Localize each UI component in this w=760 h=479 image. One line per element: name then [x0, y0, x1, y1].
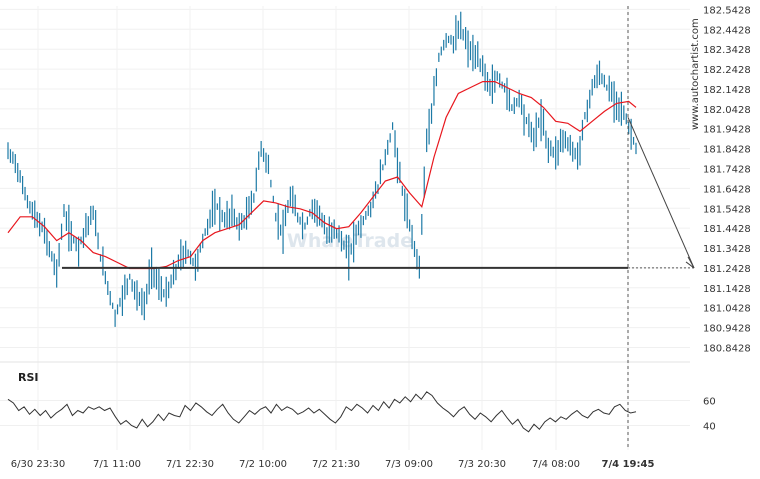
y-tick-label: 182.2428: [703, 65, 751, 76]
moving-average-line: [7, 81, 637, 270]
projection-arrowhead: [685, 256, 695, 269]
x-tick-label: 7/3 20:30: [458, 459, 506, 470]
y-tick-label: 182.0428: [703, 105, 751, 116]
y-axis-ticks: 182.5428 182.4428 182.3428 182.2428 182.1428…: [703, 5, 751, 354]
x-tick-label: 6/30 23:30: [11, 459, 65, 470]
rsi-tick-label: 40: [703, 422, 716, 433]
x-tick-label: 7/4 08:00: [532, 459, 580, 470]
y-tick-label: 182.5428: [703, 5, 751, 16]
x-tick-label: 7/1 22:30: [166, 459, 214, 470]
rsi-tick-label: 60: [703, 397, 716, 408]
y-tick-label: 180.9428: [703, 324, 751, 335]
y-tick-label: 182.1428: [703, 85, 751, 96]
y-tick-label: 181.1428: [703, 284, 751, 295]
x-tick-label: 7/2 21:30: [312, 459, 360, 470]
y-tick-label: 181.8428: [703, 145, 751, 156]
x-tick-label: 7/1 11:00: [93, 459, 141, 470]
x-tick-label: 7/2 10:00: [239, 459, 287, 470]
projection-arrow: [627, 117, 695, 269]
rsi-line: [7, 391, 637, 433]
y-tick-label: 181.0428: [703, 304, 751, 315]
site-label: www.autochartist.com: [690, 18, 701, 130]
y-tick-label: 181.5428: [703, 204, 751, 215]
y-tick-label: 180.8428: [703, 343, 751, 354]
y-tick-label: 181.7428: [703, 165, 751, 176]
x-tick-label: 7/3 09:00: [385, 459, 433, 470]
x-tick-label: 7/4 19:45: [602, 459, 655, 470]
y-tick-label: 181.6428: [703, 184, 751, 195]
rsi-label: RSI: [18, 371, 39, 384]
y-tick-label: 181.9428: [703, 125, 751, 136]
rsi-axis-ticks: 60 40: [703, 397, 716, 433]
y-tick-label: 181.4428: [703, 224, 751, 235]
y-tick-label: 181.3428: [703, 244, 751, 255]
price-bars: [7, 11, 637, 327]
y-tick-label: 181.2428: [703, 264, 751, 275]
x-axis-ticks: 6/30 23:30 7/1 11:00 7/1 22:30 7/2 10:00 7/2…: [11, 459, 655, 470]
y-tick-label: 182.3428: [703, 45, 751, 56]
grid-lines: [0, 6, 690, 450]
y-tick-label: 182.4428: [703, 25, 751, 36]
watermark-logo: WhaleTrade: [287, 230, 413, 252]
